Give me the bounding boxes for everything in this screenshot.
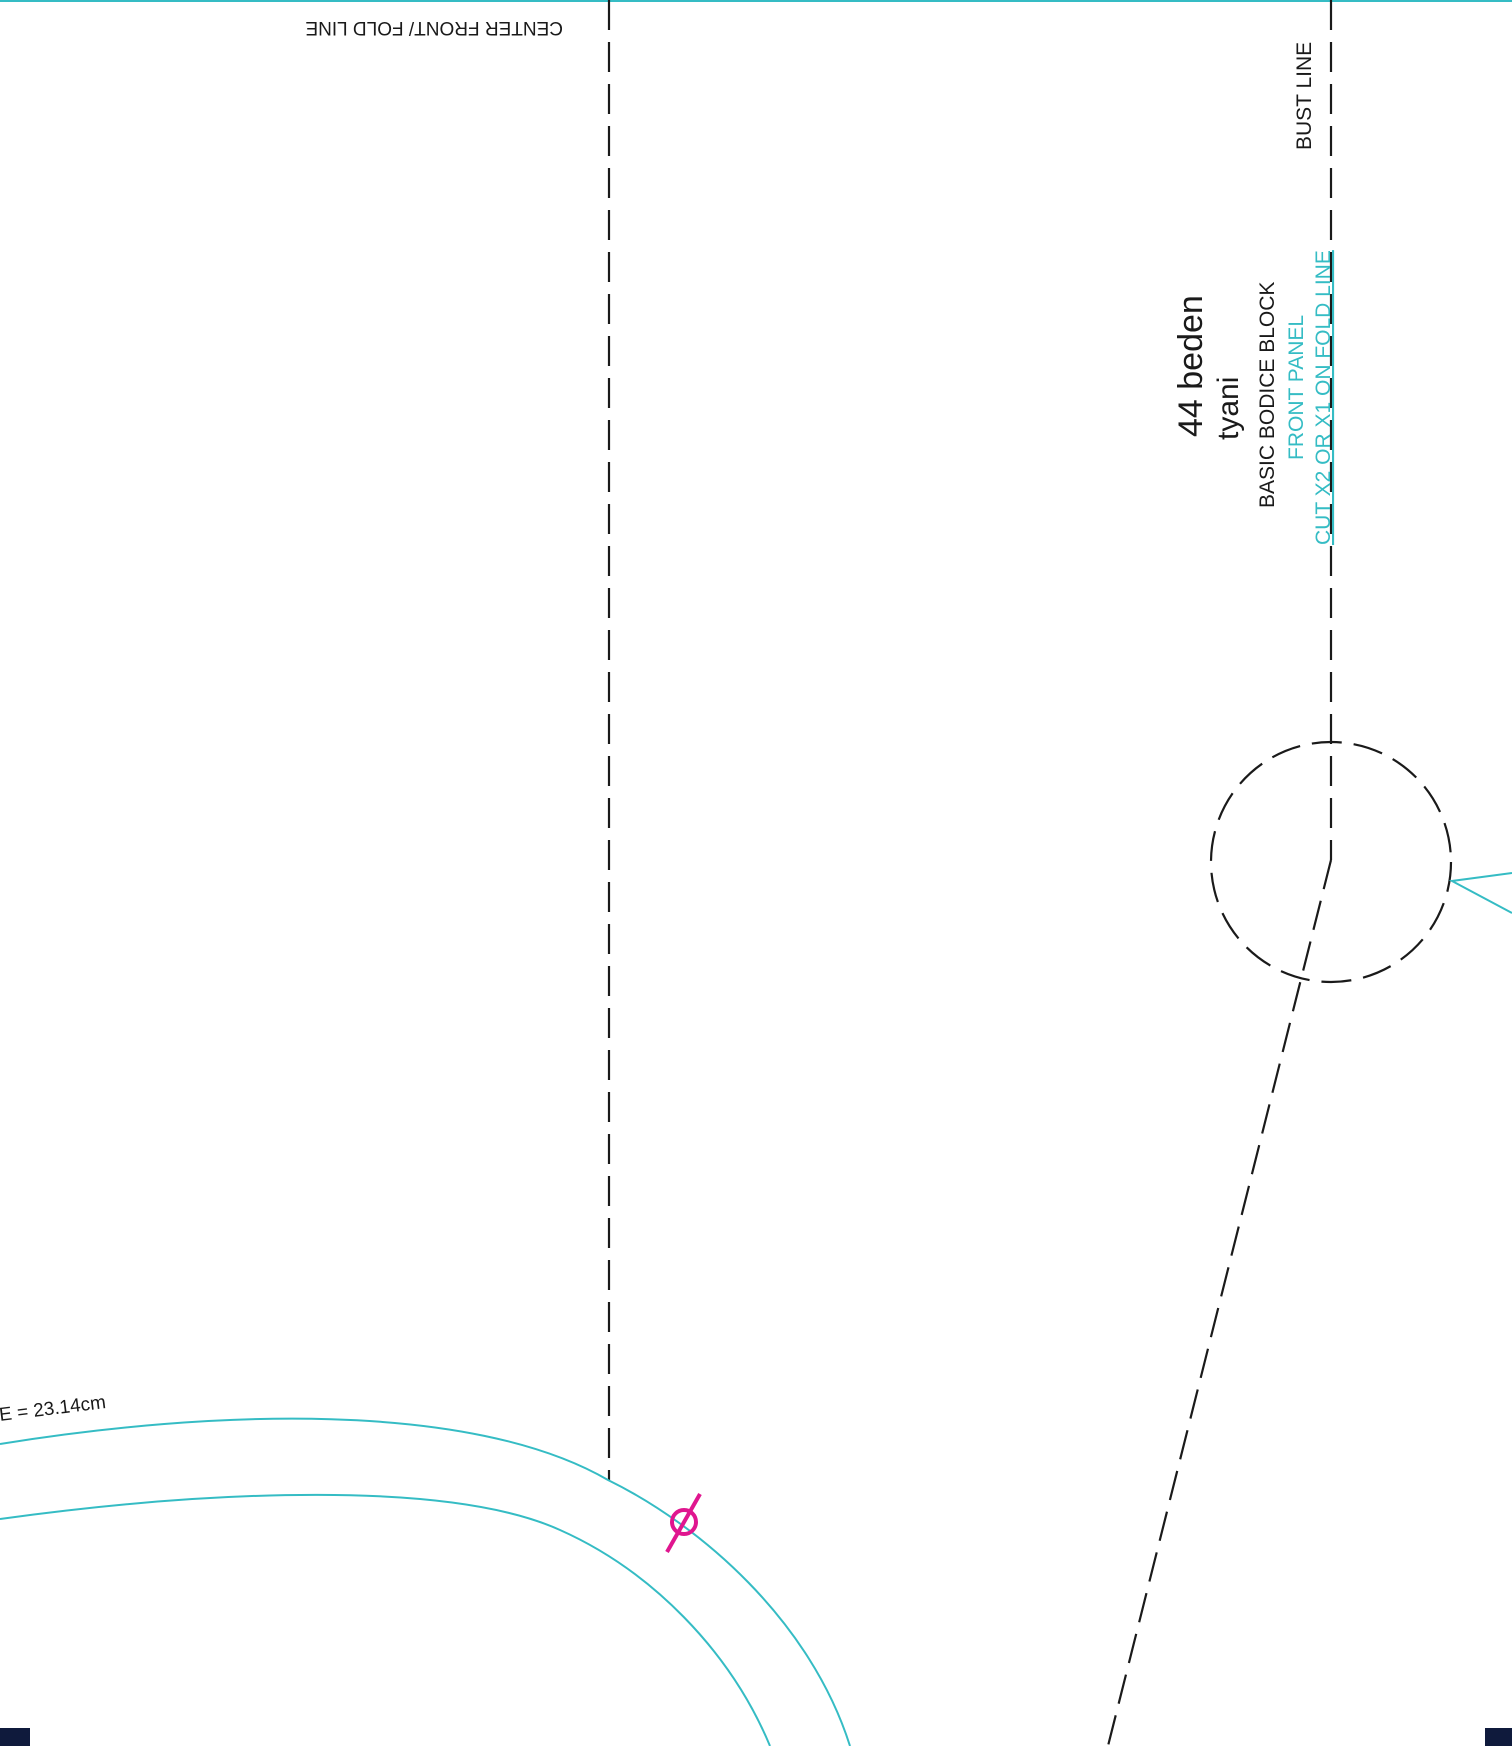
- notch-mark-icon: [665, 1493, 702, 1553]
- registration-block-left: [0, 1728, 30, 1746]
- pattern-panel-label: FRONT PANEL: [1285, 315, 1308, 460]
- bust-point-circle: [1209, 740, 1453, 984]
- registration-block-right: [1485, 1728, 1512, 1746]
- neckline-measure-label: E = 23.14cm: [0, 1392, 107, 1426]
- neckline-outer-curve: [0, 1417, 851, 1746]
- side-dart-line: [1448, 872, 1512, 914]
- pattern-cut-instruction: CUT X2 OR X1 ON FOLD LINE: [1312, 250, 1335, 545]
- center-front-label: CENTER FRONT/ FOLD LINE: [305, 17, 563, 38]
- pattern-size-label: 44 beden: [1172, 295, 1210, 437]
- bust-line-label: BUST LINE: [1293, 42, 1316, 150]
- dart-leg-line: [1106, 859, 1333, 1746]
- pattern-block-label: BASIC BODICE BLOCK: [1256, 282, 1279, 508]
- pattern-designer-label: tyani: [1212, 377, 1245, 440]
- neckline-inner-curve: [0, 1493, 771, 1746]
